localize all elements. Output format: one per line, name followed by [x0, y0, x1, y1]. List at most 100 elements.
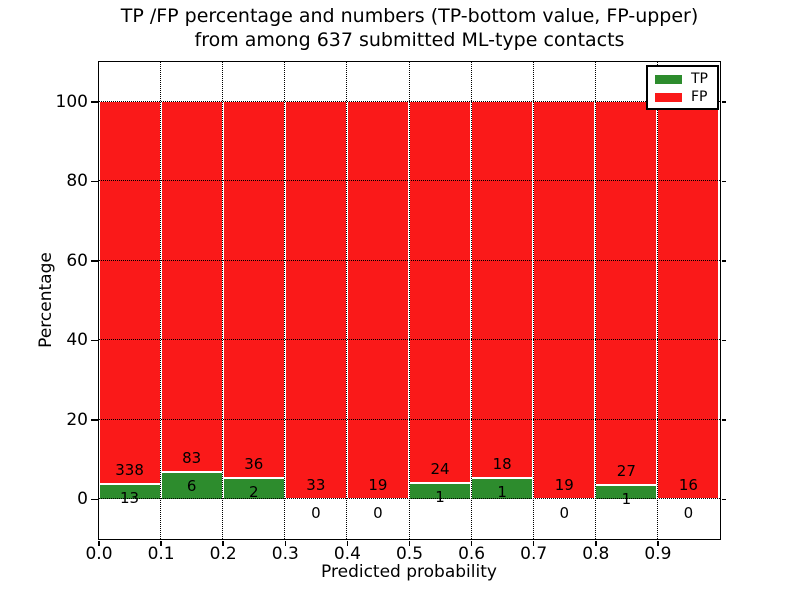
legend-swatch-fp-icon	[655, 92, 682, 102]
x-axis-label: Predicted probability	[321, 562, 497, 582]
chart-title: TP /FP percentage and numbers (TP-bottom…	[99, 5, 720, 52]
x-tick-label: 0.5	[395, 544, 424, 564]
y-tick-label: 20	[66, 409, 88, 430]
x-tick	[98, 540, 100, 546]
gridline-horizontal	[98, 418, 720, 420]
gridline-horizontal	[98, 339, 720, 341]
x-tick-label: 0.4	[333, 544, 361, 564]
x-tick	[222, 540, 224, 546]
bar-count-fp: 19	[368, 475, 388, 494]
gridline-horizontal	[98, 100, 720, 102]
x-tick	[470, 540, 473, 546]
y-tick-right	[721, 260, 726, 262]
y-tick-label: 80	[66, 171, 88, 192]
y-tick-label: 60	[66, 250, 88, 271]
bar-count-tp: 0	[683, 503, 694, 522]
y-tick-right	[721, 339, 726, 341]
bar-segment-fp	[657, 101, 720, 499]
bar-segment-fp	[595, 101, 658, 485]
y-tick-right	[721, 101, 726, 103]
x-tick-label: 0.3	[271, 544, 299, 564]
gridline-vertical	[408, 61, 410, 539]
bar-segment-fp	[160, 101, 223, 472]
gridline-vertical	[284, 61, 286, 539]
bar-segment-fp	[222, 101, 285, 478]
gridline-vertical	[532, 61, 534, 539]
y-tick-right	[721, 419, 726, 421]
gridline-horizontal	[98, 498, 720, 500]
legend: TP FP	[646, 65, 719, 110]
y-tick	[91, 498, 98, 500]
chart-title-line-1: TP /FP percentage and numbers (TP-bottom…	[120, 5, 699, 27]
y-tick-label: 100	[55, 91, 88, 112]
bar-segment-fp	[346, 101, 409, 499]
y-tick	[91, 419, 98, 421]
legend-item-fp: FP	[655, 88, 717, 106]
bar-segment-tp	[222, 477, 285, 499]
bar-segment-tp	[98, 484, 161, 499]
gridline-vertical	[594, 61, 596, 539]
y-tick-right	[721, 180, 726, 182]
bar-segment-fp	[471, 101, 534, 478]
plot-area: 338 13 83 6 36 2 33 0 19 0 24 1 18 1 19 0 27 1 16 0	[97, 60, 721, 540]
legend-swatch-tp-icon	[655, 74, 682, 84]
y-tick-label: 0	[77, 489, 88, 510]
bar-count-tp: 0	[559, 503, 570, 522]
gridline-vertical	[656, 61, 658, 539]
gridline-vertical	[222, 61, 224, 539]
bar-count-fp: 19	[554, 475, 574, 494]
bar-count-tp: 0	[311, 503, 321, 522]
y-tick	[91, 180, 98, 182]
bar-count-fp: 338	[115, 461, 144, 480]
x-tick-label: 0.0	[85, 544, 113, 564]
gridline-vertical	[346, 61, 348, 539]
bar-segment-fp	[533, 101, 596, 499]
x-tick	[595, 540, 597, 546]
bar-segment-tp	[409, 482, 472, 499]
x-tick-label: 0.9	[644, 544, 672, 564]
y-tick	[91, 339, 98, 341]
y-tick	[91, 101, 98, 103]
legend-label-tp: TP	[691, 71, 708, 87]
bar-count-fp: 18	[492, 454, 512, 473]
gridline-horizontal	[98, 180, 720, 182]
bar-count-fp: 16	[678, 475, 698, 494]
x-tick	[284, 540, 287, 546]
x-tick-label: 0.8	[582, 544, 610, 564]
gridline-vertical	[470, 61, 472, 539]
bar-count-tp: 1	[435, 487, 445, 506]
bar-count-fp: 27	[616, 461, 636, 480]
y-tick	[91, 260, 98, 262]
bar-segment-fp	[409, 101, 472, 483]
bar-count-tp: 13	[120, 489, 140, 508]
y-tick-right	[721, 498, 726, 500]
bar-segment-tp	[160, 471, 223, 499]
bar-segment-tp	[595, 484, 658, 499]
x-tick	[408, 540, 411, 546]
bar-segment-fp	[98, 101, 161, 485]
x-tick	[160, 540, 162, 546]
bar-count-tp: 0	[373, 503, 383, 522]
bar-count-fp: 83	[182, 448, 202, 467]
bar-count-tp: 1	[621, 489, 632, 508]
bar-count-tp: 2	[248, 482, 259, 501]
gridline-vertical	[160, 61, 162, 539]
x-tick	[532, 540, 535, 546]
chart-title-line-2: from among 637 submitted ML-type contact…	[194, 28, 625, 51]
legend-item-tp: TP	[655, 70, 717, 88]
x-tick	[346, 540, 349, 546]
bar-segment-fp	[284, 101, 347, 499]
x-tick	[657, 540, 659, 546]
bar-segment-tp	[471, 477, 534, 499]
bar-count-tp: 1	[497, 482, 507, 501]
bar-count-fp: 33	[306, 475, 326, 494]
x-tick-label: 0.1	[147, 544, 175, 564]
x-tick-label: 0.2	[209, 544, 237, 564]
x-tick-label: 0.7	[520, 544, 548, 564]
bar-count-tp: 6	[186, 476, 197, 495]
legend-label-fp: FP	[691, 89, 708, 105]
gridline-horizontal	[98, 259, 720, 261]
bar-count-fp: 24	[430, 459, 450, 478]
x-tick-label: 0.6	[458, 544, 486, 564]
